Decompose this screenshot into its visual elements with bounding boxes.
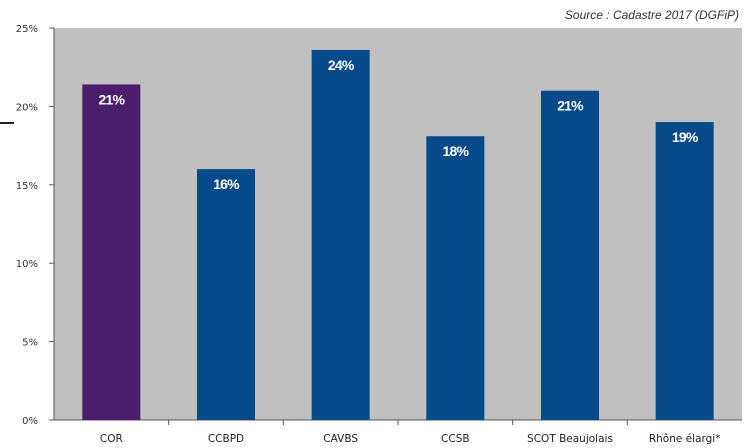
y-tick-label: 10% <box>16 259 38 270</box>
bar <box>655 122 714 420</box>
bar <box>426 136 485 420</box>
category-label: COR <box>100 433 123 445</box>
bar <box>311 49 370 421</box>
source-note: Source : Cadastre 2017 (DGFiP) <box>565 8 739 22</box>
bars <box>82 49 714 421</box>
y-tick-label: 20% <box>16 102 38 113</box>
data-labels: 21% 16% 24% 18% 21% 19% <box>99 57 700 192</box>
category-label: Rhône élargi* <box>649 433 721 445</box>
bar <box>197 169 255 420</box>
plot-area <box>54 28 742 420</box>
category-label: CCBPD <box>208 433 244 445</box>
category-label: CAVBS <box>323 433 358 445</box>
bar <box>541 90 599 420</box>
data-label: 24% <box>328 57 355 73</box>
data-label: 21% <box>99 91 126 107</box>
data-label: 21% <box>557 98 584 114</box>
bar <box>82 84 141 420</box>
y-tick-label: 5% <box>22 338 38 349</box>
y-tick-label: 0% <box>22 416 38 427</box>
category-label: SCOT Beaujolais <box>527 433 613 445</box>
y-tick-label: 25% <box>16 24 38 35</box>
y-axis: 0% 5% 10% 15% 20% 25% <box>16 24 54 427</box>
y-tick-label: 15% <box>16 181 38 192</box>
category-labels: COR CCBPD CAVBS CCSB SCOT Beaujolais Rhône él… <box>100 433 721 445</box>
data-label: 16% <box>213 176 240 192</box>
x-axis-ticks <box>168 420 628 425</box>
data-label: 18% <box>443 143 470 159</box>
data-label: 19% <box>672 129 699 145</box>
category-label: CCSB <box>441 433 470 445</box>
